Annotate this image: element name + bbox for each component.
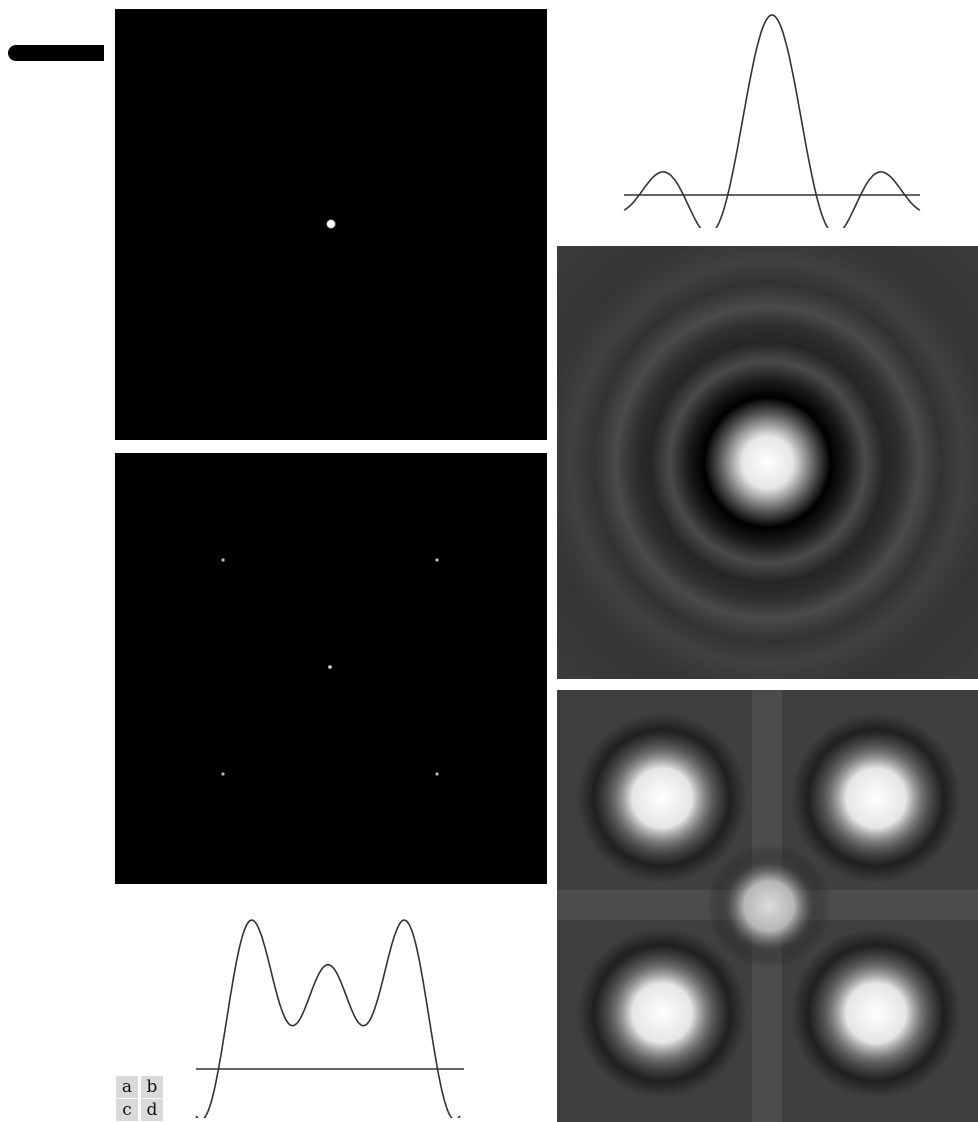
panel-d-superposed-patterns — [557, 690, 978, 1122]
panel-label-c: c — [116, 1099, 138, 1121]
corner-bar-marker — [8, 45, 104, 61]
blob — [791, 928, 961, 1098]
profile-d-svg — [192, 896, 468, 1118]
impulse-dot — [326, 219, 336, 229]
profile-curve-d — [192, 896, 468, 1118]
panel-label-d: d — [141, 1099, 163, 1121]
impulse-dot — [221, 772, 224, 775]
profile-curve-b — [620, 6, 925, 228]
blob — [577, 928, 747, 1098]
blob — [707, 844, 831, 968]
panel-b-airy-pattern — [557, 246, 978, 679]
impulse-dot — [328, 665, 332, 669]
blob — [791, 713, 961, 883]
profile-line — [196, 920, 460, 1118]
panel-label-a: a — [116, 1076, 138, 1098]
profile-b-svg — [620, 6, 925, 228]
impulse-dot — [221, 558, 224, 561]
panel-a-single-impulse — [115, 9, 547, 440]
impulse-dot — [435, 558, 438, 561]
panel-b-image — [557, 246, 978, 679]
panel-c-image — [115, 453, 547, 884]
panel-d-image — [557, 690, 978, 1122]
panel-c-five-impulses — [115, 453, 547, 884]
profile-line — [624, 15, 920, 228]
blob — [577, 713, 747, 883]
impulse-dot — [435, 772, 438, 775]
panel-label-b: b — [141, 1076, 163, 1098]
panel-a-image — [115, 9, 547, 440]
